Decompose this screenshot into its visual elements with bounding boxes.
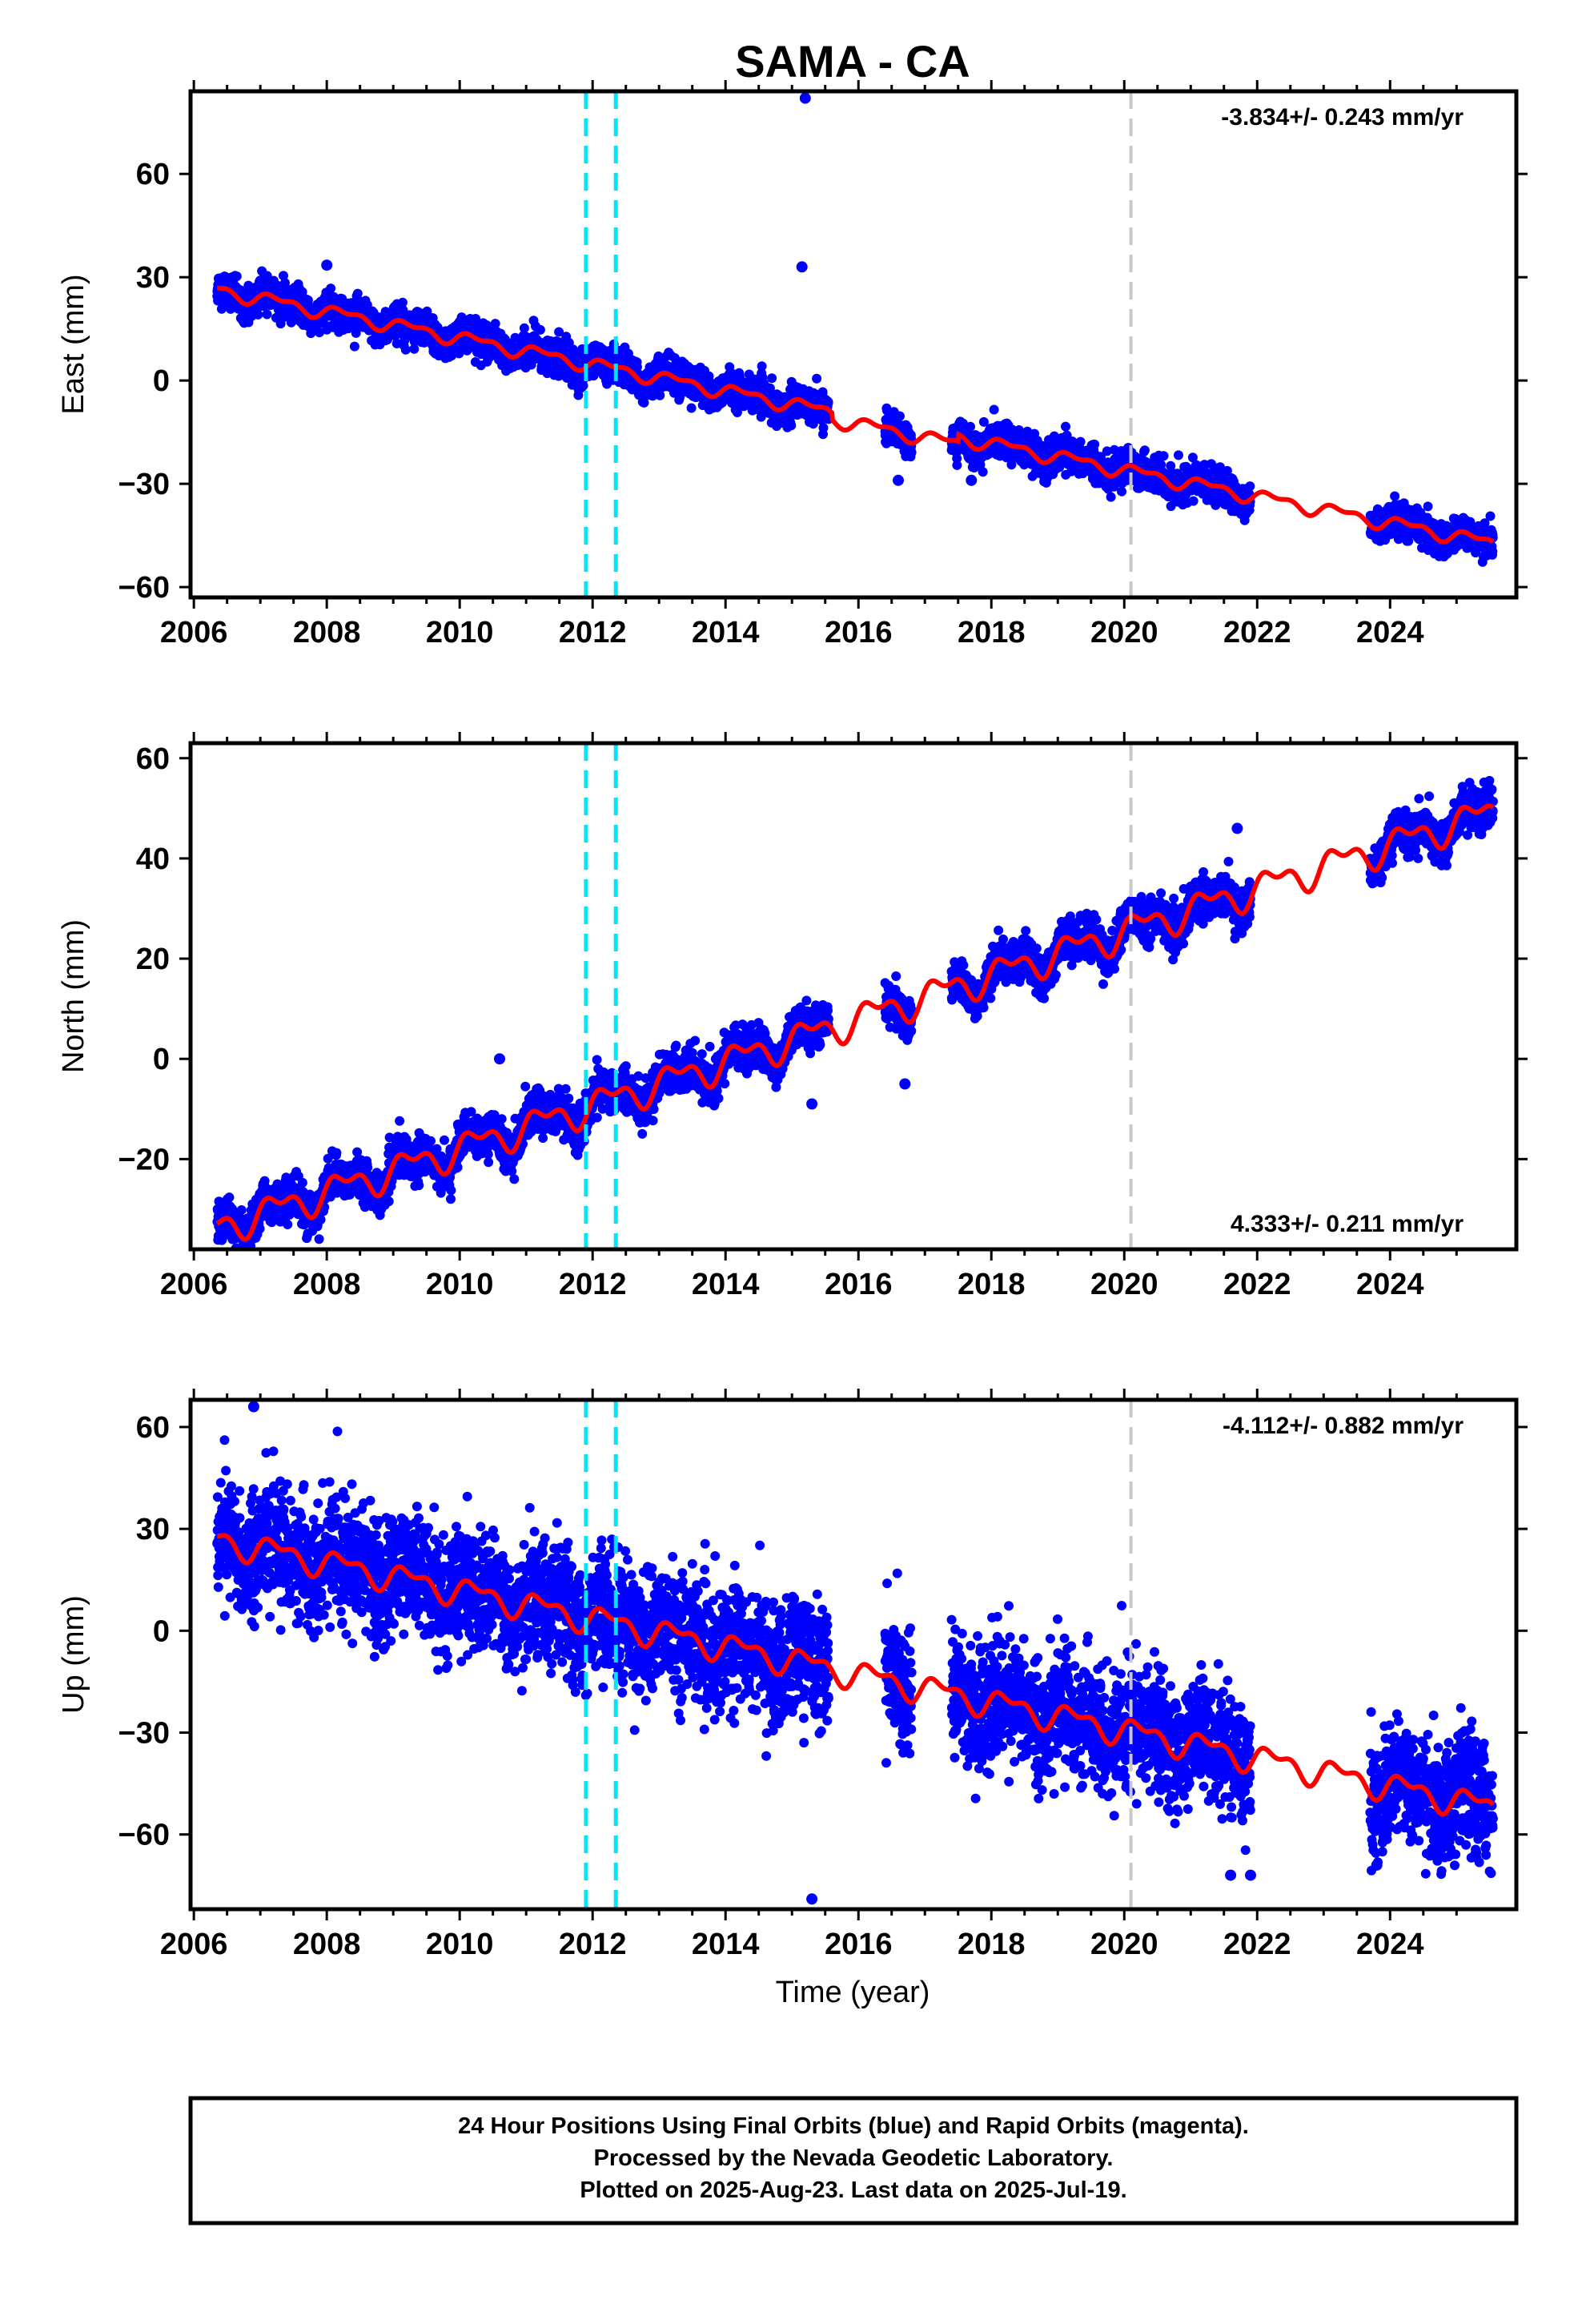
data-point [639, 397, 649, 408]
data-point [1187, 452, 1198, 463]
data-point [490, 319, 500, 329]
data-point [1174, 450, 1183, 460]
data-point [231, 271, 242, 281]
data-point [279, 271, 288, 281]
data-point [906, 448, 917, 457]
data-point [1158, 451, 1169, 461]
data-point [767, 373, 777, 384]
data-points [212, 92, 1498, 567]
data-point [1139, 445, 1150, 456]
data-point [447, 351, 457, 361]
data-point [757, 361, 767, 372]
data-point [725, 362, 735, 372]
data-layer [212, 92, 1498, 567]
data-point [397, 297, 408, 308]
data-point [253, 309, 263, 320]
data-point [1106, 492, 1116, 502]
data-point [326, 283, 336, 294]
data-point [966, 421, 975, 432]
data-point [812, 373, 822, 384]
data-point [1102, 446, 1112, 456]
data-point [1090, 439, 1100, 449]
data-point [535, 324, 545, 335]
data-point [952, 460, 962, 470]
data-point [1075, 436, 1086, 447]
data-point [818, 423, 829, 433]
data-point [1117, 486, 1126, 497]
chart-title: SAMA - CA [735, 36, 970, 86]
data-point [895, 411, 905, 421]
data-point [686, 403, 697, 413]
data-point [632, 362, 642, 372]
data-point [400, 344, 411, 355]
data-point [786, 420, 797, 431]
data-point [1245, 481, 1255, 492]
data-point [1014, 425, 1024, 435]
data-point [578, 380, 588, 391]
data-point [952, 453, 962, 464]
data-point [704, 371, 714, 381]
data-point [554, 327, 564, 337]
data-point [262, 309, 272, 320]
data-point [1423, 501, 1433, 512]
data-point [1166, 460, 1176, 471]
data-point [669, 353, 680, 363]
data-point [1166, 501, 1176, 512]
data-point [655, 390, 665, 400]
data-point [978, 416, 989, 427]
data-point [1390, 491, 1400, 501]
data-point [1188, 496, 1199, 506]
data-point [315, 328, 324, 338]
data-point [1215, 462, 1225, 472]
data-point [817, 387, 828, 397]
data-point [519, 323, 529, 333]
data-point [989, 404, 999, 415]
data-point [1061, 421, 1070, 432]
east-panel: 2006 2008 2010 2012 2014 2016 2018 2020 2022 2024… [57, 80, 1528, 649]
data-point [349, 341, 359, 352]
data-point [471, 314, 481, 324]
data-point [1054, 462, 1065, 472]
data-point [510, 332, 520, 343]
data-point [409, 344, 420, 354]
data-point [823, 397, 833, 408]
data-point [978, 467, 988, 477]
data-point [1403, 536, 1414, 546]
